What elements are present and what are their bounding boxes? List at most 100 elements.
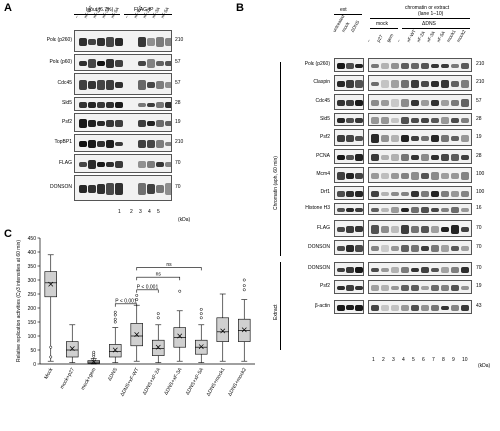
panel-label-b: B [236, 2, 244, 14]
blot-strip-b-ext [334, 113, 364, 126]
lane-label-b: xF-WT [405, 28, 417, 43]
lane-label-b-left: mock [340, 21, 351, 33]
band [138, 37, 146, 47]
band [88, 101, 96, 109]
band [391, 135, 399, 142]
blot-label-b: Psf2 [319, 283, 330, 289]
comparison-label: P < 0.001 [115, 298, 137, 304]
blot-label-a: Cdc45 [57, 80, 72, 86]
band [421, 172, 429, 180]
band [115, 102, 123, 108]
band [346, 305, 354, 311]
band [441, 134, 449, 143]
lane-number-b: 9 [452, 357, 455, 363]
band [431, 117, 439, 124]
band [451, 154, 459, 161]
band [391, 117, 399, 124]
y-tick-label: 200 [28, 306, 37, 312]
band [355, 245, 363, 252]
band [461, 226, 469, 233]
band [88, 160, 96, 169]
blot-strip-b [368, 149, 472, 164]
band [391, 80, 399, 88]
band [431, 207, 439, 213]
band [79, 37, 87, 47]
band [337, 135, 345, 142]
blot-strip-b-ext [334, 203, 364, 215]
band [371, 207, 379, 213]
blot-strip-b-ext [334, 220, 364, 237]
band [79, 185, 87, 193]
band [165, 120, 171, 127]
comparison-label: P < 0.001 [137, 284, 159, 290]
flag-ip-header: FLAG-IP [134, 7, 154, 13]
band [156, 161, 164, 168]
mean-marker [220, 328, 226, 334]
band [381, 191, 389, 197]
x-tick-label: ΔDNS+xF-2A [142, 366, 163, 396]
band [156, 37, 164, 47]
band [381, 154, 389, 161]
lane-number-b: 4 [402, 357, 405, 363]
mean-marker [91, 359, 97, 365]
band [97, 121, 105, 126]
band [431, 172, 439, 180]
band [97, 141, 105, 147]
band [106, 102, 114, 108]
band [421, 135, 429, 142]
mean-marker [241, 327, 247, 333]
band [381, 117, 389, 124]
mean-marker [177, 333, 183, 339]
band [411, 135, 419, 142]
band [441, 117, 449, 124]
blot-strip-b [368, 262, 472, 276]
kda-marker-a: 19 [175, 118, 181, 125]
lane-number-b: 3 [392, 357, 395, 363]
band [441, 80, 449, 88]
band [355, 80, 363, 88]
extract-side-label: Extract [273, 304, 279, 320]
chromatin-header: chromatin or extract [405, 5, 450, 11]
ext-header: ext [340, 7, 347, 13]
band [391, 99, 399, 107]
band [441, 226, 449, 233]
band [421, 117, 429, 124]
band [106, 162, 114, 167]
band [337, 80, 345, 88]
band [441, 267, 449, 273]
chromatin-subheader: (lane 1–10) [418, 11, 444, 17]
outlier-point [113, 310, 117, 314]
kda-marker-b: 70 [476, 243, 482, 250]
y-tick-label: 100 [28, 334, 37, 340]
band [371, 284, 379, 292]
blot-label-a: FLAG [58, 159, 72, 166]
band [391, 207, 399, 213]
y-tick-label: 50 [30, 348, 36, 354]
lane-label-b: mock1 [445, 29, 457, 43]
band [401, 135, 409, 142]
x-tick-label: ΔDNS+xF-WT [119, 367, 140, 398]
outlier-point [156, 316, 160, 320]
band [461, 285, 469, 291]
band [411, 190, 419, 198]
blot-label-b: Psf2 [319, 133, 330, 140]
x-tick-label: ΔDNS+xF-5A [185, 366, 206, 396]
kda-marker-b: 19 [476, 133, 482, 140]
band [337, 172, 345, 180]
band [461, 304, 469, 312]
band [79, 119, 87, 128]
kda-marker-b: 43 [476, 303, 482, 309]
band [337, 226, 345, 233]
blot-label-a: Polε (p60) [49, 58, 72, 65]
band [346, 191, 354, 197]
band [401, 267, 409, 273]
band [381, 62, 389, 70]
outlier-point [242, 284, 246, 288]
outlier-point [135, 293, 139, 297]
blot-label-b: Histone H3 [305, 205, 330, 211]
lane-number-b: 7 [432, 357, 435, 363]
box [66, 341, 79, 358]
band [346, 80, 354, 88]
panel-c-box-plot: 0 50 100 150 200 250 300 350 400 450 Relative repl… [16, 236, 255, 398]
band [337, 117, 345, 124]
